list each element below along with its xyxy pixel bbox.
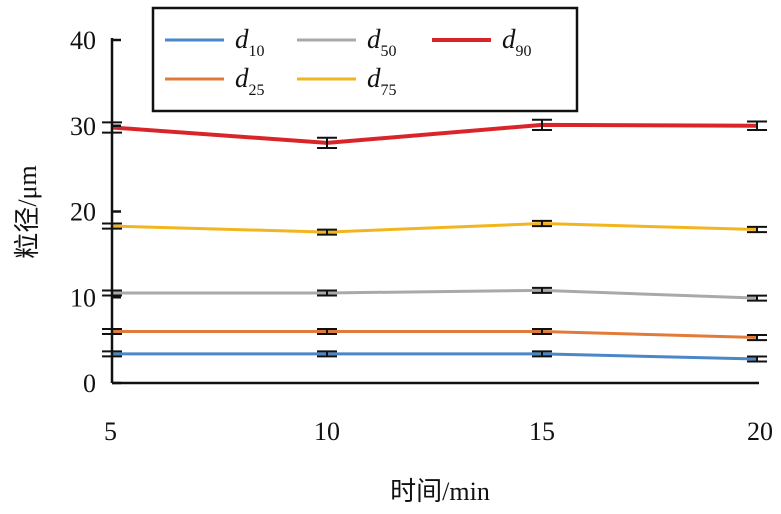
series-d50 <box>102 286 767 302</box>
series-d10 <box>102 350 767 363</box>
plot-lines <box>102 118 767 363</box>
legend-subscript: 10 <box>249 43 265 60</box>
y-tick-label: 10 <box>70 283 96 312</box>
series-d75 <box>102 219 767 236</box>
x-axis-title: 时间/min <box>390 477 490 506</box>
x-tick-label: 5 <box>104 417 117 446</box>
series-line-d90 <box>111 122 758 145</box>
series-d90 <box>102 118 767 150</box>
y-tick-label: 20 <box>70 198 96 227</box>
series-line-d25 <box>112 330 758 340</box>
x-tick-label: 20 <box>747 417 773 446</box>
legend-subscript: 90 <box>516 43 532 60</box>
series-d25 <box>102 328 767 342</box>
series-line-d75 <box>111 222 758 234</box>
y-tick-label: 0 <box>83 369 96 398</box>
legend-subscript: 50 <box>381 43 397 60</box>
tick-labels: 0 10 20 30 40 5 10 15 20 <box>70 26 773 446</box>
y-axis-title: 粒径/μm <box>13 165 42 258</box>
x-tick-label: 15 <box>529 417 555 446</box>
series-line-d10 <box>112 352 758 361</box>
y-tick-label: 30 <box>70 112 96 141</box>
legend-subscript: 25 <box>249 82 265 99</box>
x-tick-label: 10 <box>314 417 340 446</box>
legend-box <box>151 6 579 113</box>
y-tick-label: 40 <box>70 26 96 55</box>
series-line-d50 <box>112 288 758 300</box>
axes <box>110 38 759 385</box>
legend-subscript: 75 <box>381 82 397 99</box>
